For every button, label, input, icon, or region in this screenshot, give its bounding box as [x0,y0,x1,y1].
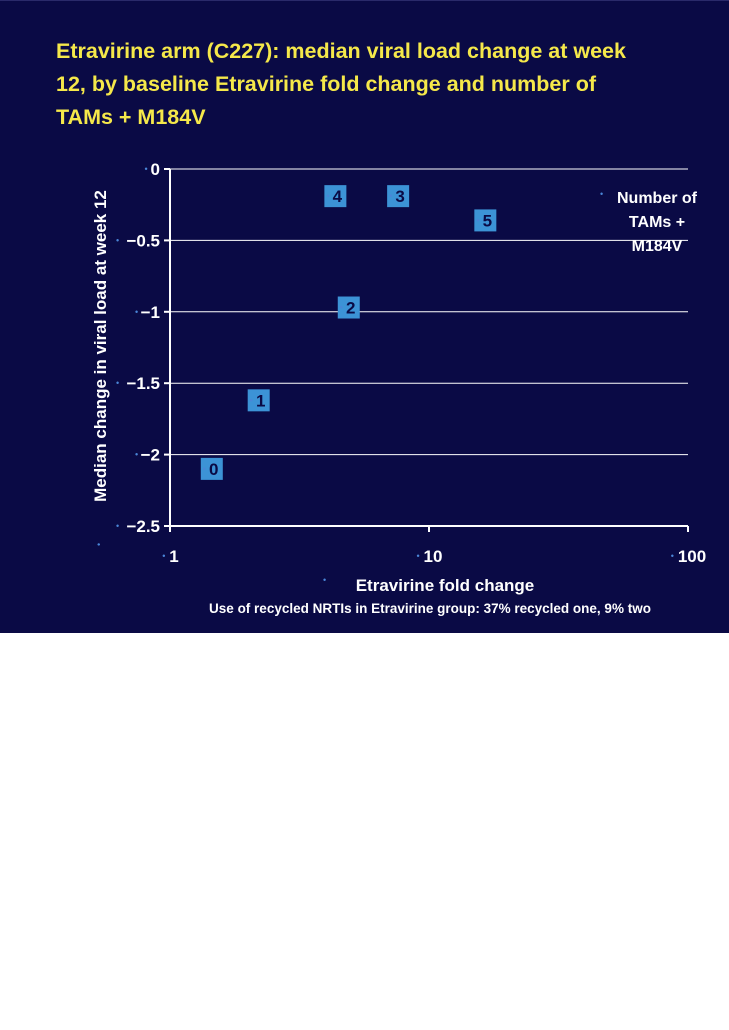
y-tick-label-0: 0 [151,160,160,179]
point-marker [337,296,360,319]
point-marker [247,389,270,412]
y-tick-bullet-icon: • [145,164,148,174]
point-marker [387,185,410,208]
y-axis-label: Median change in viral load at week 12 [91,190,110,502]
point-bullet-icon: • [250,395,253,405]
x-tick-label-1: 10 [424,547,443,566]
data-point-1: • 1 [247,389,270,412]
data-point-5: • 5 [474,209,497,232]
y-tick-bullet-icon: • [135,450,138,460]
citation: Woodfall B, et al. HIV8, 2006 [540,640,700,654]
point-bullet-icon: • [389,191,392,201]
scatter-chart: 0•−0.5•−1•−1.5•−2•−2.5• 1• 10• 100• • 0• 1• 2… [91,160,706,595]
x-tick-bullet-icon: • [671,551,674,561]
y-tick-label-2: −1 [141,303,160,322]
footnote: Use of recycled NRTIs in Etravirine grou… [209,601,651,616]
point-label: 1 [256,391,265,410]
y-tick-label-1: −0.5 [126,231,160,250]
y-axis-ticks: 0•−0.5•−1•−1.5•−2•−2.5• [116,160,170,536]
data-point-4: • 4 [324,185,347,208]
legend-line-3: M184V [632,238,683,255]
point-bullet-icon: • [340,303,343,313]
y-tick-label-5: −2.5 [126,517,160,536]
slide-title: Etravirine arm (C227): median viral load… [56,39,626,129]
x-axis-title-bullet-icon: • [323,575,326,585]
y-tick-bullet-icon: • [135,307,138,317]
slide-background: Etravirine arm (C227): median viral load… [0,0,729,633]
legend: • Number of TAMs + M184V [600,189,698,255]
x-tick-label-2: 100 [678,547,706,566]
legend-line-1: Number of [617,190,698,207]
point-bullet-icon: • [203,464,206,474]
y-axis-title-bullet-icon: • [94,543,104,546]
point-bullet-icon: • [326,191,329,201]
x-axis-label: Etravirine fold change [356,576,535,595]
y-axis-title: • Median change in viral load at week 12 [91,190,110,546]
x-tick-bullet-icon: • [417,551,420,561]
data-point-2: • 2 [337,296,360,319]
legend-line-2: TAMs + [629,214,685,231]
y-tick-bullet-icon: • [116,521,119,531]
x-axis-ticks: 1 • 10 • 100 • [162,526,706,566]
point-bullet-icon: • [476,215,479,225]
point-label: 3 [395,187,404,206]
y-tick-bullet-icon: • [116,235,119,245]
y-tick-label-4: −2 [141,446,160,465]
data-point-3: • 3 [387,185,410,208]
point-label: 4 [333,187,343,206]
data-points: • 0• 1• 2• 4 • 3• 5 [200,185,497,480]
gridlines [170,168,688,456]
point-label: 2 [346,299,355,318]
data-point-0: • 0 [200,457,223,480]
point-marker [200,457,223,480]
point-label: 5 [483,211,492,230]
legend-bullet-icon: • [600,189,603,199]
point-label: 0 [209,460,218,479]
point-marker [474,209,497,232]
point-marker [324,185,347,208]
x-tick-bullet-icon: • [162,551,165,561]
x-tick-label-0: 1 [169,547,178,566]
y-tick-label-3: −1.5 [126,374,160,393]
y-tick-bullet-icon: • [116,378,119,388]
